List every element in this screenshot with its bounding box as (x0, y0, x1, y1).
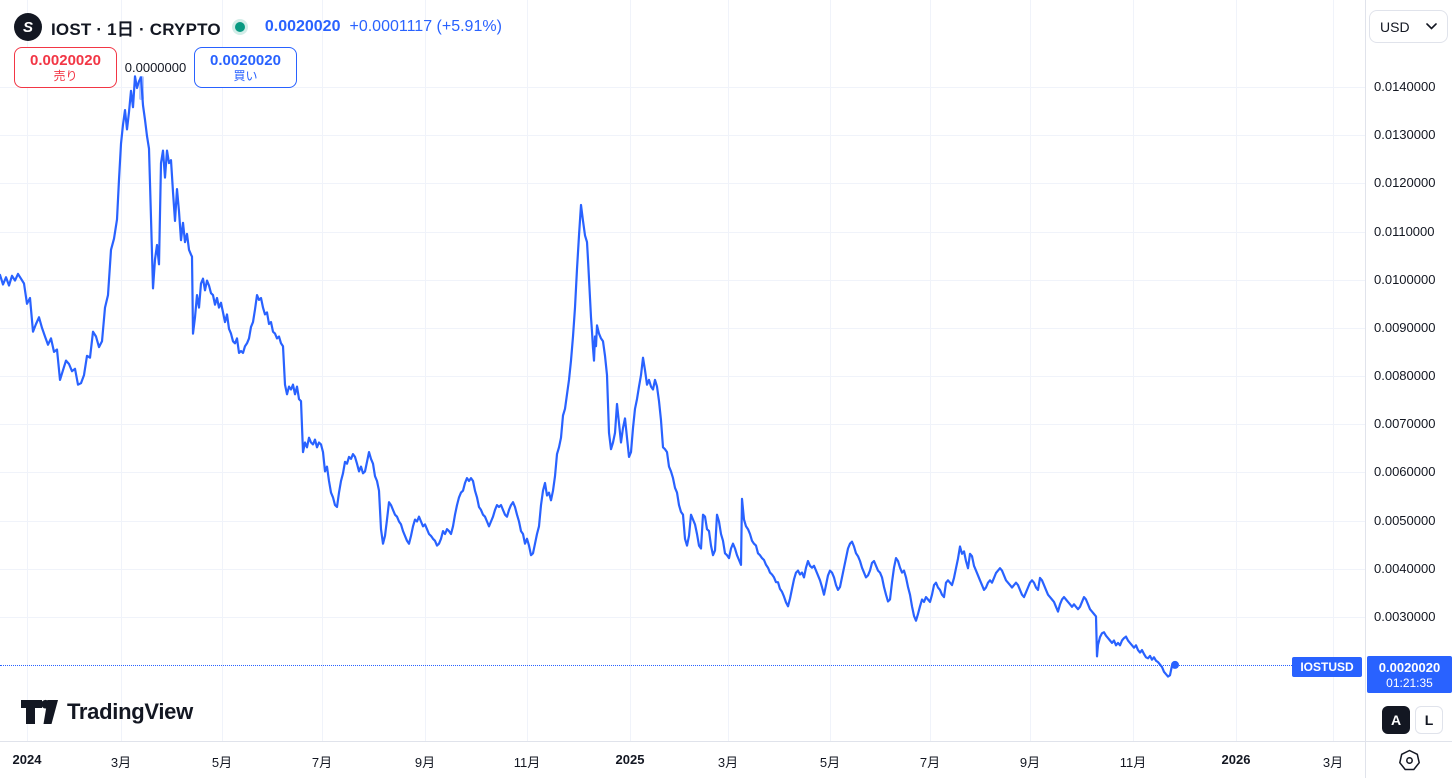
current-price-dotted-line (0, 664, 1292, 666)
log-scale-button[interactable]: L (1415, 706, 1443, 734)
h-gridline (0, 135, 1365, 137)
h-gridline (0, 231, 1365, 233)
market-status-icon (234, 22, 245, 32)
v-gridline (1236, 0, 1237, 741)
scale-buttons: A L (1382, 706, 1443, 734)
h-gridline (0, 327, 1365, 329)
time-scale-label: 7月 (311, 755, 333, 770)
v-gridline (527, 0, 528, 741)
v-gridline (1333, 0, 1334, 741)
spread-pointer-icon (139, 76, 144, 100)
time-scale[interactable]: 2024 3月 5月 7月 9月 11月 2025 3月 5月 7月 9月 11月 2026 3月 (0, 741, 1365, 778)
price-scale-label: 0.0060000 (1374, 464, 1436, 480)
current-price: 0.0020020 (264, 18, 341, 35)
v-gridline (728, 0, 729, 741)
chart-canvas[interactable]: S IOST · 1日 · CRYPTO 0.0020020 +0.000111… (0, 0, 1365, 741)
tradingview-logo-icon (21, 699, 58, 724)
time-scale-label: 2025 (615, 752, 645, 767)
sell-price: 0.0020020 (30, 51, 101, 69)
time-scale-label: 11月 (513, 755, 541, 770)
buy-button[interactable]: 0.0020020 買い (194, 47, 297, 88)
time-scale-label: 2026 (1221, 752, 1251, 767)
v-gridline (1030, 0, 1031, 741)
time-scale-label: 3月 (1322, 755, 1344, 770)
trade-buttons: 0.0020020 売り 0.0000000 0.0020020 買い (14, 47, 297, 88)
badge-price: 0.0020020 (1378, 659, 1441, 675)
time-scale-label: 9月 (414, 755, 436, 770)
price-scale-label: 0.0040000 (1374, 560, 1436, 576)
chevron-down-icon (1426, 23, 1437, 30)
symbol-price-badge: IOSTUSD (1292, 657, 1362, 677)
price-scale-label: 0.0070000 (1374, 416, 1436, 432)
tradingview-attribution[interactable]: TradingView (21, 697, 193, 727)
price-scale-label: 0.0110000 (1374, 223, 1435, 239)
v-gridline (830, 0, 831, 741)
axis-corner (1365, 741, 1452, 778)
price-scale-label: 0.0080000 (1374, 368, 1436, 383)
auto-scale-button[interactable]: A (1382, 706, 1410, 734)
scale-settings-icon[interactable] (1398, 749, 1421, 772)
price-change: +0.0001117 (+5.91%) (349, 18, 502, 35)
chart-header: S IOST · 1日 · CRYPTO 0.0020020 +0.000111… (14, 13, 502, 41)
v-gridline (222, 0, 223, 741)
price-scale-label: 0.0140000 (1374, 79, 1436, 94)
last-price-dot (1171, 660, 1179, 669)
price-scale[interactable]: USD 0.0140000 0.0130000 0.0120000 0.0110000… (1365, 0, 1452, 741)
h-gridline (0, 376, 1365, 377)
spread-value: 0.0000000 (124, 60, 187, 75)
time-scale-label: 3月 (110, 755, 132, 770)
v-gridline (1133, 0, 1134, 741)
h-gridline (0, 568, 1365, 570)
currency-label: USD (1380, 18, 1410, 35)
price-scale-label: 0.0100000 (1374, 271, 1436, 287)
h-gridline (0, 87, 1365, 88)
time-scale-label: 11月 (1119, 755, 1147, 770)
price-scale-label: 0.0030000 (1374, 608, 1436, 624)
time-scale-label: 5月 (211, 755, 233, 770)
h-gridline (0, 616, 1365, 618)
h-gridline (0, 424, 1365, 426)
symbol-title[interactable]: IOST · 1日 · CRYPTO (51, 19, 221, 39)
price-line (0, 75, 1179, 678)
h-gridline (0, 472, 1365, 474)
countdown-timer: 01:21:35 (1386, 675, 1433, 690)
v-gridline (322, 0, 323, 741)
v-gridline (27, 0, 28, 741)
sell-label: 売り (53, 68, 78, 83)
h-gridline (0, 183, 1365, 185)
buy-label: 買い (233, 68, 258, 83)
currency-selector[interactable]: USD (1369, 10, 1448, 43)
iost-logo-icon: S (14, 13, 42, 41)
sell-button[interactable]: 0.0020020 売り (14, 47, 117, 88)
price-scale-label: 0.0130000 (1374, 127, 1436, 143)
v-gridline (121, 0, 122, 741)
buy-price: 0.0020020 (210, 51, 281, 69)
v-gridline (930, 0, 931, 741)
tradingview-logo-text: TradingView (67, 699, 193, 724)
h-gridline (0, 279, 1365, 281)
time-scale-label: 3月 (717, 755, 739, 770)
price-scale-label: 0.0050000 (1374, 512, 1436, 528)
v-gridline (630, 0, 631, 741)
current-price-badge: 0.0020020 01:21:35 (1367, 656, 1452, 693)
time-scale-label: 7月 (919, 755, 941, 770)
time-scale-label: 9月 (1019, 755, 1041, 770)
time-scale-label: 5月 (819, 755, 841, 770)
v-gridline (425, 0, 426, 741)
time-scale-label: 2024 (12, 752, 42, 767)
price-scale-label: 0.0090000 (1374, 319, 1436, 335)
price-scale-label: 0.0120000 (1374, 175, 1436, 191)
